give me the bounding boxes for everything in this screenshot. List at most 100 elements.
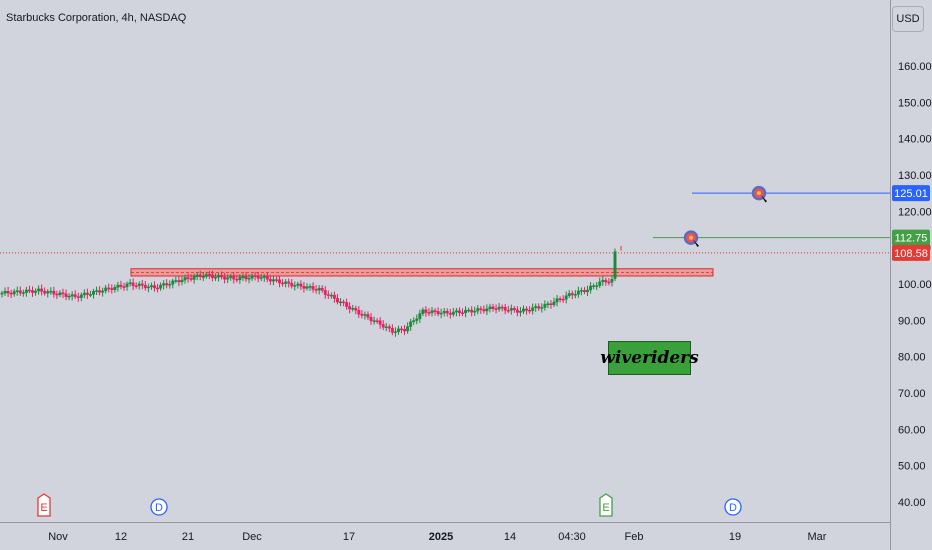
- x-tick-label: 2025: [429, 531, 453, 543]
- last-price-label-bg: [892, 244, 930, 261]
- candle-body: [128, 282, 132, 285]
- candle-body: [31, 290, 34, 293]
- x-tick-label: Nov: [48, 531, 68, 543]
- event-letter: E: [40, 502, 47, 514]
- candle-body: [329, 294, 333, 297]
- candle-body: [290, 283, 294, 287]
- currency-button[interactable]: USD: [892, 6, 924, 32]
- candle-body: [168, 283, 172, 286]
- candle-body: [570, 293, 574, 296]
- earnings-event-icon: [599, 493, 613, 517]
- candle-body: [467, 309, 471, 312]
- candle-body: [589, 285, 593, 291]
- candle-body: [207, 274, 211, 276]
- candle-body: [281, 282, 285, 285]
- candle-body: [299, 283, 303, 287]
- y-tick-label: 50.00: [898, 461, 926, 473]
- candle-body: [104, 287, 108, 292]
- candle-body: [494, 308, 498, 310]
- candle-body: [372, 320, 376, 322]
- candle-body: [454, 310, 458, 313]
- candle-body: [573, 294, 577, 296]
- candle-body: [424, 309, 428, 313]
- candle-body: [238, 276, 242, 280]
- candle-body: [406, 326, 410, 332]
- y-tick-label: 100.00: [898, 279, 932, 291]
- candle-body: [296, 283, 300, 286]
- candle-body: [21, 292, 25, 294]
- candle-body: [140, 283, 144, 286]
- candle-body: [125, 283, 129, 288]
- candle-body: [403, 329, 407, 332]
- candle-body: [479, 308, 483, 310]
- candle-body: [98, 290, 102, 293]
- candle-body: [293, 285, 297, 287]
- candle-body: [387, 326, 391, 329]
- candle-body: [95, 290, 98, 292]
- candle-body: [43, 290, 47, 294]
- candle-body: [421, 309, 425, 314]
- candle-body: [430, 310, 434, 314]
- candle-body: [271, 279, 275, 282]
- candle-body: [137, 283, 141, 287]
- candle-body: [409, 321, 413, 327]
- candle-body: [226, 277, 230, 280]
- candle-body: [397, 328, 400, 332]
- candle-body: [564, 295, 568, 300]
- candle-body: [241, 276, 245, 278]
- candle-body: [320, 287, 324, 291]
- candle-body: [305, 286, 309, 289]
- candle-body: [552, 301, 556, 305]
- candle-body: [235, 278, 239, 281]
- candle-body: [436, 311, 440, 315]
- candle-body: [561, 298, 565, 301]
- candle-body: [18, 290, 22, 294]
- candle-body: [491, 306, 495, 309]
- candle-body: [549, 303, 553, 305]
- candle-body: [79, 294, 83, 298]
- candle-body: [400, 328, 403, 331]
- candle-body: [515, 309, 519, 313]
- candle-body: [308, 286, 312, 288]
- candle-body: [427, 312, 431, 314]
- candle-body: [445, 310, 449, 314]
- candle-body: [156, 287, 159, 290]
- candle-body: [76, 296, 80, 298]
- x-tick-label: 14: [504, 531, 516, 543]
- candle-body: [369, 317, 373, 322]
- candle-body: [217, 275, 220, 278]
- candle-body: [159, 284, 163, 289]
- candle-body: [360, 313, 364, 316]
- candle-body: [232, 276, 236, 280]
- candle-body: [49, 290, 53, 293]
- target-cursor-icon: [761, 195, 767, 203]
- candle-body: [52, 290, 56, 295]
- candle-body: [268, 279, 272, 282]
- earnings-event-icon: [37, 493, 51, 517]
- candle-body: [244, 276, 248, 280]
- candle-body: [485, 308, 489, 312]
- candle-body: [348, 306, 352, 310]
- x-tick-label: Mar: [808, 531, 827, 543]
- candle-body: [439, 312, 443, 315]
- candle-body: [284, 281, 288, 284]
- candle-body: [278, 279, 281, 284]
- candle-body: [509, 308, 513, 311]
- candle-body: [58, 292, 62, 296]
- candle-body: [189, 278, 193, 280]
- candle-body: [519, 311, 522, 313]
- candle-body: [458, 310, 461, 313]
- event-letter: E: [602, 502, 609, 514]
- candle-body: [363, 314, 367, 316]
- candle-body: [555, 298, 559, 303]
- candle-body: [180, 279, 184, 283]
- candle-body: [595, 285, 599, 287]
- y-tick-label: 150.00: [898, 97, 932, 109]
- candle-body: [345, 302, 349, 307]
- y-tick-label: 60.00: [898, 424, 926, 436]
- candle-body: [214, 276, 217, 279]
- x-tick-label: 04:30: [558, 531, 586, 543]
- candle-body: [580, 290, 583, 292]
- candle-body: [354, 308, 358, 311]
- candle-body: [223, 276, 227, 280]
